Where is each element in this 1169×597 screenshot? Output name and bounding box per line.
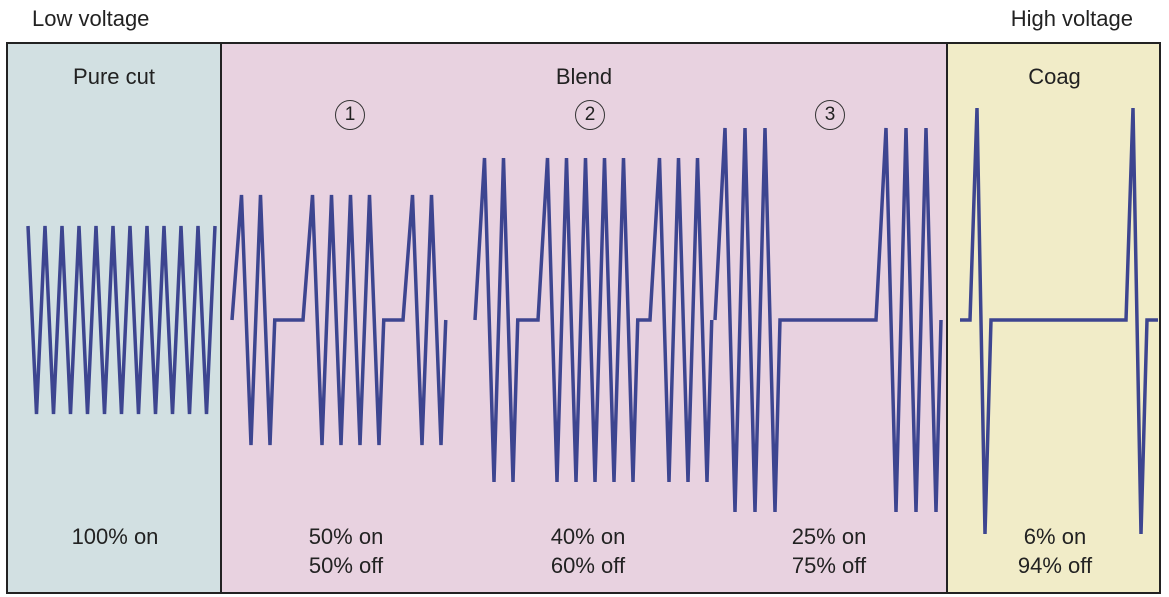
blend-3-number: 3 — [815, 100, 845, 130]
blend-2-duty-on: 40% on — [550, 524, 626, 549]
blend-2-duty-off: 60% off — [550, 553, 626, 578]
blend-panel: Blend 1 2 3 50% on 50% off 40% on 60% of… — [220, 44, 948, 592]
blend-1-duty-on: 50% on — [308, 524, 384, 549]
pure-cut-duty: 100% on — [35, 522, 195, 551]
coag-duty: 6% on 94% off — [975, 522, 1135, 580]
pure-cut-title: Pure cut — [73, 64, 155, 89]
blend-1-duty-off: 50% off — [308, 553, 384, 578]
blend-3-duty-off: 75% off — [791, 553, 867, 578]
blend-1-number: 1 — [335, 100, 365, 130]
low-voltage-label: Low voltage — [32, 6, 150, 31]
coag-duty-off: 94% off — [1017, 553, 1093, 578]
coag-duty-on: 6% on — [1023, 524, 1087, 549]
blend-2-number: 2 — [575, 100, 605, 130]
waveform-diagram: Pure cut 100% on Blend 1 2 3 50% on 50% … — [6, 42, 1161, 594]
blend-3-duty-on: 25% on — [791, 524, 867, 549]
blend-2-duty: 40% on 60% off — [508, 522, 668, 580]
pure-cut-panel: Pure cut 100% on — [8, 44, 220, 592]
coag-title: Coag — [1028, 64, 1081, 89]
blend-1-duty: 50% on 50% off — [266, 522, 426, 580]
pure-cut-duty-on: 100% on — [71, 524, 159, 549]
blend-3-duty: 25% on 75% off — [749, 522, 909, 580]
high-voltage-label: High voltage — [1010, 6, 1133, 31]
coag-panel: Coag 6% on 94% off — [948, 44, 1159, 592]
blend-title: Blend — [555, 64, 613, 89]
